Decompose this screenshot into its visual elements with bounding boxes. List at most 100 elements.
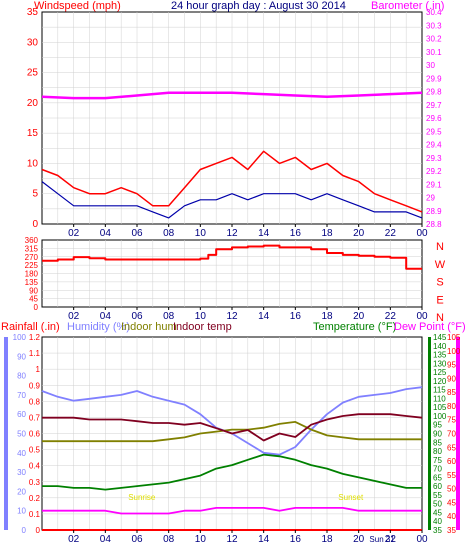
y-tick-label: 105 bbox=[433, 403, 447, 412]
y-tick-label: 60 bbox=[17, 410, 26, 419]
y-tick-label: 95 bbox=[447, 361, 456, 370]
x-tick-label: 04 bbox=[100, 228, 112, 239]
y-tick-label: 30.1 bbox=[426, 48, 442, 57]
x-tick-label: 10 bbox=[195, 311, 207, 322]
x-tick-label: 02 bbox=[68, 228, 80, 239]
y-tick-label: 30 bbox=[27, 37, 39, 48]
x-tick-label: 06 bbox=[131, 311, 143, 322]
dewpoint-axis-label: Dew Point (°F) bbox=[394, 321, 466, 333]
y-tick-label: 120 bbox=[433, 377, 447, 386]
x-tick-label: 06 bbox=[131, 228, 143, 239]
x-tick-label: 00 bbox=[416, 311, 428, 322]
y-tick-label: 0.6 bbox=[29, 430, 41, 439]
y-tick-label: 0.5 bbox=[29, 446, 41, 455]
y-tick-label: 20 bbox=[17, 487, 26, 496]
y-tick-label: 0 bbox=[34, 303, 39, 312]
y-tick-label: 75 bbox=[433, 456, 442, 465]
y-tick-label: 0.4 bbox=[29, 462, 41, 471]
compass-label: N bbox=[436, 312, 444, 324]
wind-direction-deg-line bbox=[42, 244, 422, 270]
x-tick-label: 08 bbox=[163, 228, 175, 239]
y-tick-label: 115 bbox=[433, 386, 446, 395]
y-tick-label: 10 bbox=[27, 158, 39, 169]
y-tick-label: 15 bbox=[27, 128, 39, 139]
y-tick-label: 30.2 bbox=[426, 35, 442, 44]
temp-axes-ticks: 10090807060504030201001.21.110.90.80.70.… bbox=[4, 333, 461, 535]
sun-annotation: Sunset bbox=[338, 493, 364, 502]
y-tick-label: 0.7 bbox=[29, 413, 41, 422]
y-tick-label: 90 bbox=[17, 352, 26, 361]
y-tick-label: 85 bbox=[447, 388, 456, 397]
y-tick-label: 100 bbox=[447, 347, 461, 356]
y-tick-label: 5 bbox=[32, 189, 38, 200]
x-tick-label: 14 bbox=[258, 311, 270, 322]
y-tick-label: 0.2 bbox=[29, 494, 41, 503]
rainfall-axis-label: Rainfall (.in) bbox=[1, 321, 60, 333]
indoor-hum-line bbox=[42, 421, 422, 443]
y-tick-label: 29.3 bbox=[426, 154, 442, 163]
y-tick-label: 135 bbox=[433, 351, 447, 360]
humidity-axis-label: Humidity (%) bbox=[67, 321, 130, 333]
y-tick-label: 29 bbox=[426, 194, 435, 203]
barometer-axis-ticks: 30.4 30.3 30.2 30.1 30 29.9 29.8 29.7 29.6 29.5 29… bbox=[426, 8, 442, 229]
y-tick-label: 90 bbox=[447, 374, 456, 383]
x-tick-label: 02 bbox=[68, 311, 80, 322]
x-tick-label: 12 bbox=[226, 311, 238, 322]
y-tick-label: 30.4 bbox=[426, 8, 442, 17]
x-tick-label: 08 bbox=[163, 311, 175, 322]
y-tick-label: 0.1 bbox=[29, 510, 41, 519]
direction-plot-series bbox=[42, 244, 422, 270]
y-tick-label: 29.4 bbox=[426, 141, 442, 150]
y-tick-label: 130 bbox=[433, 359, 447, 368]
x-tick-label: 16 bbox=[290, 311, 302, 322]
y-tick-label: 360 bbox=[25, 236, 39, 245]
y-tick-label: 45 bbox=[433, 508, 442, 517]
y-tick-label: 40 bbox=[447, 512, 456, 521]
y-tick-label: 65 bbox=[447, 443, 456, 452]
temp-x-axis-ticks: 02 04 06 08 10 12 14 16 18 20 22 00 Sun 31 bbox=[68, 530, 428, 545]
y-tick-label: 30.3 bbox=[426, 21, 442, 30]
y-tick-label: 29.9 bbox=[426, 74, 442, 83]
y-tick-label: 100 bbox=[433, 412, 447, 421]
y-tick-label: 50 bbox=[433, 500, 442, 509]
y-tick-label: 0 bbox=[22, 526, 27, 535]
y-tick-label: 30 bbox=[17, 468, 26, 477]
y-tick-label: 110 bbox=[433, 394, 446, 403]
y-tick-label: 1 bbox=[36, 365, 41, 374]
y-tick-label: 50 bbox=[447, 485, 456, 494]
temp-plot-grid bbox=[42, 337, 422, 530]
y-tick-label: 0.8 bbox=[29, 397, 41, 406]
y-tick-label: 225 bbox=[25, 261, 39, 270]
x-tick-label: 16 bbox=[290, 534, 302, 545]
x-tick-label: 18 bbox=[321, 228, 333, 239]
x-tick-label: 14 bbox=[258, 228, 270, 239]
y-tick-label: 80 bbox=[447, 402, 456, 411]
y-tick-label: 45 bbox=[447, 498, 456, 507]
y-tick-label: 30 bbox=[426, 61, 435, 70]
compass-label: N bbox=[436, 241, 444, 253]
barometer-axis-label: Barometer (.in) bbox=[371, 0, 444, 12]
compass-label: E bbox=[436, 294, 443, 306]
y-tick-label: 105 bbox=[447, 333, 461, 342]
x-tick-label: 14 bbox=[258, 534, 270, 545]
y-tick-label: 29.8 bbox=[426, 88, 442, 97]
y-tick-label: 65 bbox=[433, 473, 442, 482]
y-tick-label: 29.7 bbox=[426, 101, 442, 110]
x-tick-label: 22 bbox=[385, 228, 397, 239]
x-tick-label: 18 bbox=[321, 534, 333, 545]
y-tick-label: 1.1 bbox=[29, 349, 41, 358]
y-tick-label: 60 bbox=[447, 457, 456, 466]
indoor-temp-line bbox=[42, 413, 423, 442]
y-tick-label: 0.3 bbox=[29, 478, 41, 487]
y-tick-label: 0 bbox=[36, 526, 41, 535]
windspeed-axis-ticks: 35 30 25 20 15 10 5 0 bbox=[27, 7, 39, 230]
y-tick-label: 70 bbox=[433, 465, 442, 474]
x-tick-label: 20 bbox=[353, 534, 365, 545]
windspeed-mph-line bbox=[41, 150, 423, 213]
y-tick-label: 35 bbox=[433, 526, 442, 535]
x-tick-label: 16 bbox=[290, 228, 302, 239]
y-tick-label: 29.5 bbox=[426, 127, 442, 136]
y-tick-label: 70 bbox=[17, 391, 26, 400]
y-tick-label: 55 bbox=[447, 471, 456, 480]
